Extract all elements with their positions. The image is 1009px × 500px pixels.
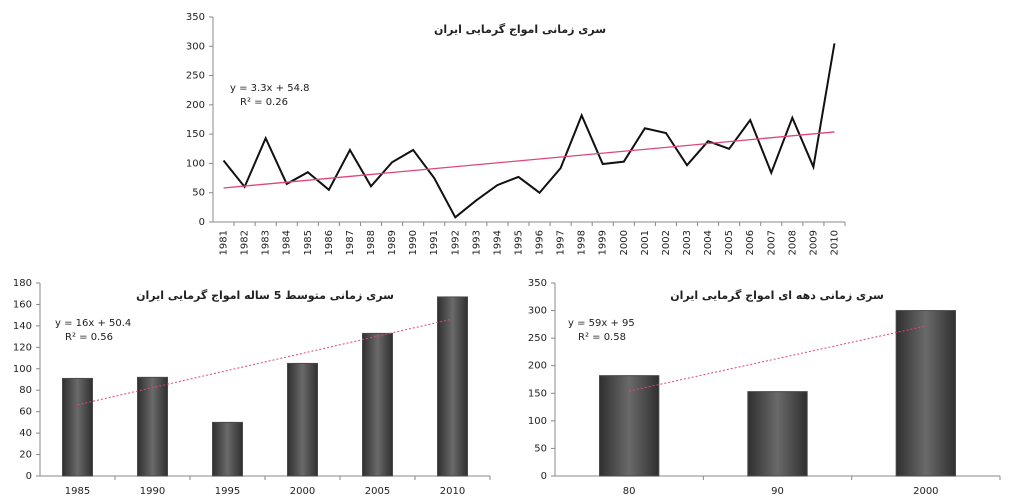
x-tick-label: 1987: [345, 230, 356, 255]
x-tick-label: 1995: [215, 486, 240, 497]
x-tick-label: 1995: [513, 230, 524, 255]
y-tick-label: 100: [186, 158, 205, 169]
equation: R² = 0.56: [65, 332, 113, 343]
chart: 0 50 100 150 200 250 300 350 80 90 2000 سری زمانی د…: [528, 278, 1001, 497]
x-tick-label: 1990: [408, 230, 419, 255]
x-tick-label: 90: [771, 486, 784, 497]
y-tick-label: 0: [26, 471, 32, 482]
bar: [137, 376, 168, 477]
equation: y = 59x + 95: [568, 318, 635, 329]
x-tick-label: 1998: [577, 230, 588, 255]
y-tick-label: 160: [13, 299, 32, 310]
y-tick-label: 100: [528, 416, 547, 427]
y-tick-label: 0: [199, 217, 205, 228]
chart-title: سری زمانی دهه ای امواج گرمایی ایران: [670, 289, 884, 303]
bar: [212, 421, 243, 477]
x-tick-label: 80: [623, 486, 636, 497]
y-tick-label: 40: [19, 428, 32, 439]
x-tick-label: 1988: [366, 230, 377, 255]
y-tick-label: 100: [13, 364, 32, 375]
y-tick-label: 140: [13, 321, 32, 332]
x-tick-label: 2007: [766, 230, 777, 255]
x-tick-label: 2005: [724, 230, 735, 255]
x-tick-label: 2006: [745, 230, 756, 255]
trendline: [77, 318, 453, 406]
y-tick-label: 20: [19, 450, 32, 461]
y-tick-label: 180: [13, 278, 32, 289]
y-tick-label: 80: [19, 385, 32, 396]
chart-title: سری زمانی امواج گرمایی ایران: [434, 23, 606, 37]
equation: R² = 0.26: [240, 97, 288, 108]
y-tick-label: 200: [528, 361, 547, 372]
x-tick-label: 2004: [703, 230, 714, 255]
trendline: [223, 131, 835, 189]
y-tick-label: 300: [528, 306, 547, 317]
bar: [437, 296, 468, 477]
y-tick-label: 250: [186, 71, 205, 82]
chart: 0 50 100 150 200 250 300 350 1981 1982 1983 1984 198…: [186, 12, 846, 255]
x-tick-label: 1997: [556, 230, 567, 255]
y-tick-label: 200: [186, 100, 205, 111]
bar: [287, 362, 318, 477]
x-tick-label: 1994: [492, 230, 503, 255]
x-tick-label: 1983: [261, 230, 272, 255]
x-tick-label: 2009: [808, 230, 819, 255]
x-tick-label: 1991: [429, 230, 440, 255]
x-tick-label: 2000: [913, 486, 938, 497]
chart-title: سری زمانی متوسط 5 ساله امواج گرمایی ایرا…: [136, 289, 394, 303]
x-tick-label: 2005: [365, 486, 390, 497]
x-tick-label: 1985: [65, 486, 90, 497]
x-tick-label: 2010: [829, 230, 840, 255]
chart: 0 20 40 60 80 100 120 140 160 180 1985 1990 1995 2000…: [13, 278, 491, 497]
y-tick-label: 0: [541, 471, 547, 482]
x-tick-label: 1992: [450, 230, 461, 255]
bar: [362, 332, 393, 477]
equation: y = 16x + 50.4: [55, 318, 131, 329]
y-tick-label: 120: [13, 342, 32, 353]
x-tick-label: 2010: [440, 486, 465, 497]
equation: y = 3.3x + 54.8: [230, 83, 309, 94]
x-tick-label: 1989: [387, 230, 398, 255]
x-tick-label: 1982: [240, 230, 251, 255]
bar: [747, 391, 808, 477]
y-tick-label: 300: [186, 41, 205, 52]
trendline: [629, 325, 926, 392]
x-tick-label: 1993: [471, 230, 482, 255]
y-tick-label: 250: [528, 333, 547, 344]
x-tick-label: 2000: [290, 486, 315, 497]
x-tick-label: 2008: [787, 230, 798, 255]
x-tick-label: 2003: [682, 230, 693, 255]
y-tick-label: 50: [534, 443, 547, 454]
y-tick-label: 350: [528, 278, 547, 289]
y-tick-label: 50: [192, 188, 205, 199]
x-tick-label: 2001: [640, 230, 651, 255]
x-tick-label: 1999: [598, 230, 609, 255]
y-tick-label: 350: [186, 12, 205, 23]
bar: [895, 310, 957, 477]
equation: R² = 0.58: [578, 332, 626, 343]
y-tick-label: 150: [528, 388, 547, 399]
y-tick-label: 150: [186, 129, 205, 140]
bar: [599, 375, 660, 477]
x-tick-label: 2002: [661, 230, 672, 255]
y-tick-label: 60: [19, 407, 32, 418]
bar: [62, 377, 93, 477]
line: [222, 43, 836, 219]
x-tick-label: 1996: [535, 230, 546, 255]
x-tick-label: 1985: [303, 230, 314, 255]
x-tick-label: 1986: [324, 230, 335, 255]
x-tick-label: 1990: [140, 486, 165, 497]
x-tick-label: 2000: [619, 230, 630, 255]
x-tick-label: 1984: [282, 230, 293, 255]
x-tick-label: 1981: [219, 230, 230, 255]
